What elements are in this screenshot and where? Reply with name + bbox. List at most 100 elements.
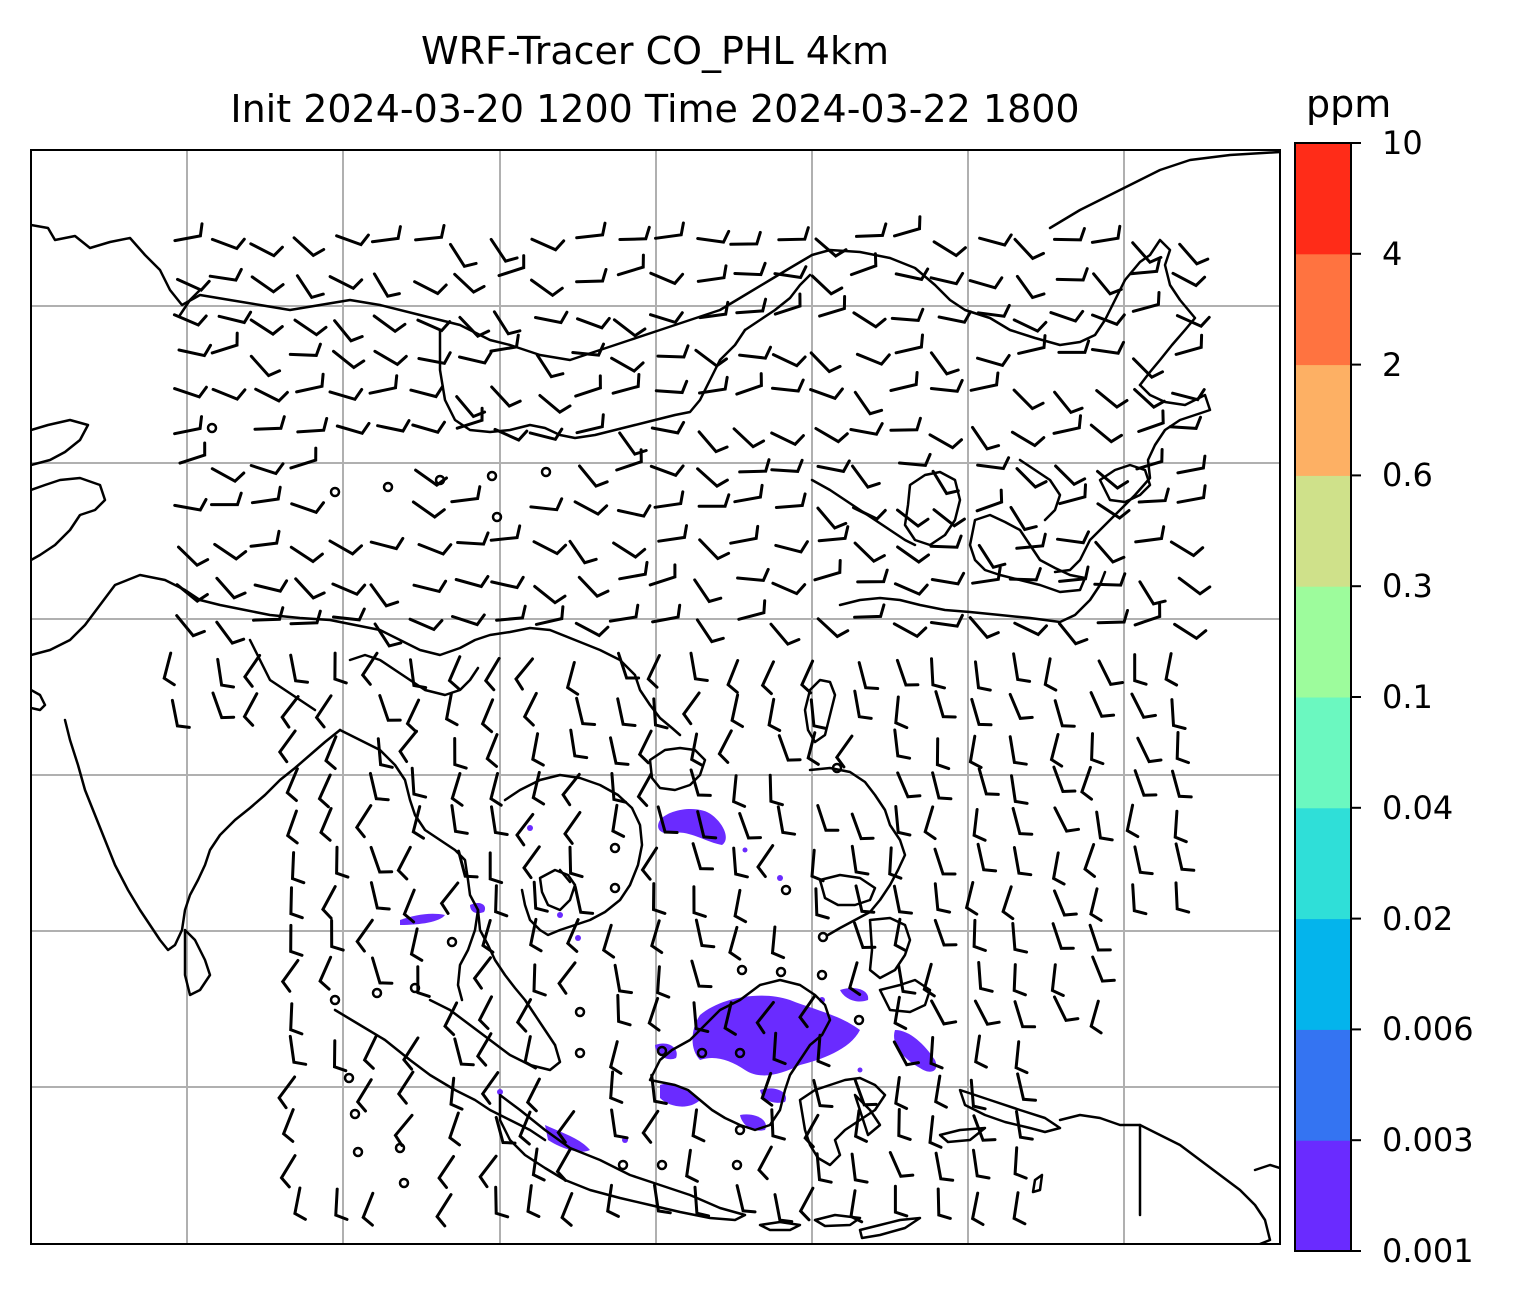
wind-barb: [772, 1031, 787, 1066]
wind-barb: [640, 846, 659, 881]
wind-barb: [1178, 242, 1210, 266]
wind-barb: [1136, 736, 1163, 764]
wind-barb: [1011, 806, 1034, 836]
colorbar: [1295, 142, 1361, 1252]
wind-barb: [1137, 409, 1165, 433]
coastline: [1103, 238, 1197, 387]
coastline: [743, 273, 812, 332]
wind-barb: [175, 614, 206, 638]
coastline: [333, 1008, 547, 1142]
wind-barb: [1096, 469, 1130, 490]
wind-barb: [1089, 999, 1103, 1035]
wind-barb: [530, 278, 564, 298]
wind-barb: [331, 582, 367, 597]
wind-barb: [249, 354, 282, 378]
wind-barb: [371, 956, 394, 985]
wind-barb: [1094, 540, 1126, 564]
wind-barb: [814, 427, 849, 444]
coastline: [938, 1126, 987, 1144]
wind-barb: [931, 771, 953, 801]
wind-barb: [1010, 430, 1046, 448]
wind-barb: [417, 543, 453, 556]
wind-barb: [477, 995, 493, 1030]
wind-barb: [532, 880, 549, 913]
wind-barb: [295, 274, 325, 300]
wind-barb: [411, 420, 446, 434]
wind-barb: [637, 729, 653, 765]
wind-barb: [281, 1108, 295, 1143]
wind-barb: [892, 622, 928, 639]
wind-barb: [277, 729, 297, 764]
wind-barb: [211, 387, 247, 401]
wind-barb: [1177, 576, 1212, 596]
wind-barb: [355, 918, 374, 953]
wind-barb: [1052, 765, 1077, 794]
wind-barb: [532, 963, 547, 997]
wind-barb: [1171, 388, 1206, 402]
wind-barb: [818, 295, 847, 318]
wind-barb: [249, 318, 284, 336]
tracer-patch: [658, 808, 726, 845]
wind-barb: [976, 456, 1011, 471]
wind-barb: [609, 736, 630, 766]
wind-barb: [368, 374, 399, 395]
wind-barb: [656, 344, 690, 359]
wind-barb: [691, 1108, 706, 1143]
wind-barb: [534, 310, 569, 325]
calm-wind-marker: [780, 884, 792, 896]
wind-barb: [1058, 565, 1090, 583]
wind-barb: [1089, 691, 1116, 718]
wind-barb: [933, 882, 952, 914]
wind-barb: [478, 1154, 498, 1189]
wind-barb: [611, 803, 626, 838]
wind-barb: [528, 427, 564, 442]
wind-barb: [1095, 810, 1114, 842]
colorbar-frame: [1294, 142, 1352, 1252]
wind-barb: [929, 1036, 944, 1070]
wind-barb: [652, 697, 669, 730]
wind-barb: [1015, 274, 1046, 300]
wind-barb: [533, 584, 567, 605]
wind-barb: [648, 563, 677, 587]
calm-wind-marker: [734, 1047, 746, 1059]
wind-barb: [213, 542, 248, 561]
wind-barb: [575, 413, 605, 435]
wind-barb: [698, 538, 731, 561]
colorbar-tick-label: 0.006: [1382, 1010, 1474, 1049]
wind-barb: [817, 525, 850, 543]
wind-barb: [369, 845, 394, 874]
wind-barb: [934, 1074, 948, 1109]
wind-barb: [289, 653, 309, 684]
wind-barb: [800, 659, 815, 695]
wind-barb: [333, 319, 364, 343]
wind-barb: [1013, 1146, 1028, 1180]
wind-barb: [1129, 258, 1161, 276]
wind-barb: [809, 387, 844, 401]
wind-barb: [243, 653, 262, 688]
wind-barb: [810, 848, 825, 883]
wind-barb: [855, 222, 888, 238]
wind-barb: [1015, 532, 1047, 550]
wind-barb: [489, 237, 519, 263]
wind-barb: [893, 917, 908, 953]
wind-barb: [449, 1076, 464, 1111]
wind-barb: [733, 261, 767, 277]
wind-barb: [968, 616, 1000, 640]
calm-wind-marker: [736, 964, 748, 976]
wind-barb: [293, 1186, 307, 1221]
wind-barb: [1053, 390, 1084, 415]
wind-barb: [618, 225, 651, 241]
wind-barb: [295, 372, 325, 394]
wind-barb: [697, 430, 729, 454]
wind-barb: [495, 604, 527, 622]
wind-barb: [575, 268, 608, 284]
wind-barb: [937, 310, 972, 324]
wind-barb: [556, 1110, 576, 1144]
wind-barb: [977, 543, 1007, 570]
wind-barb: [170, 698, 191, 729]
calm-wind-marker: [609, 882, 621, 894]
calm-wind-marker: [574, 1006, 586, 1018]
wind-barb: [1056, 530, 1090, 545]
wind-barb: [492, 310, 522, 336]
wind-barb: [933, 918, 958, 947]
